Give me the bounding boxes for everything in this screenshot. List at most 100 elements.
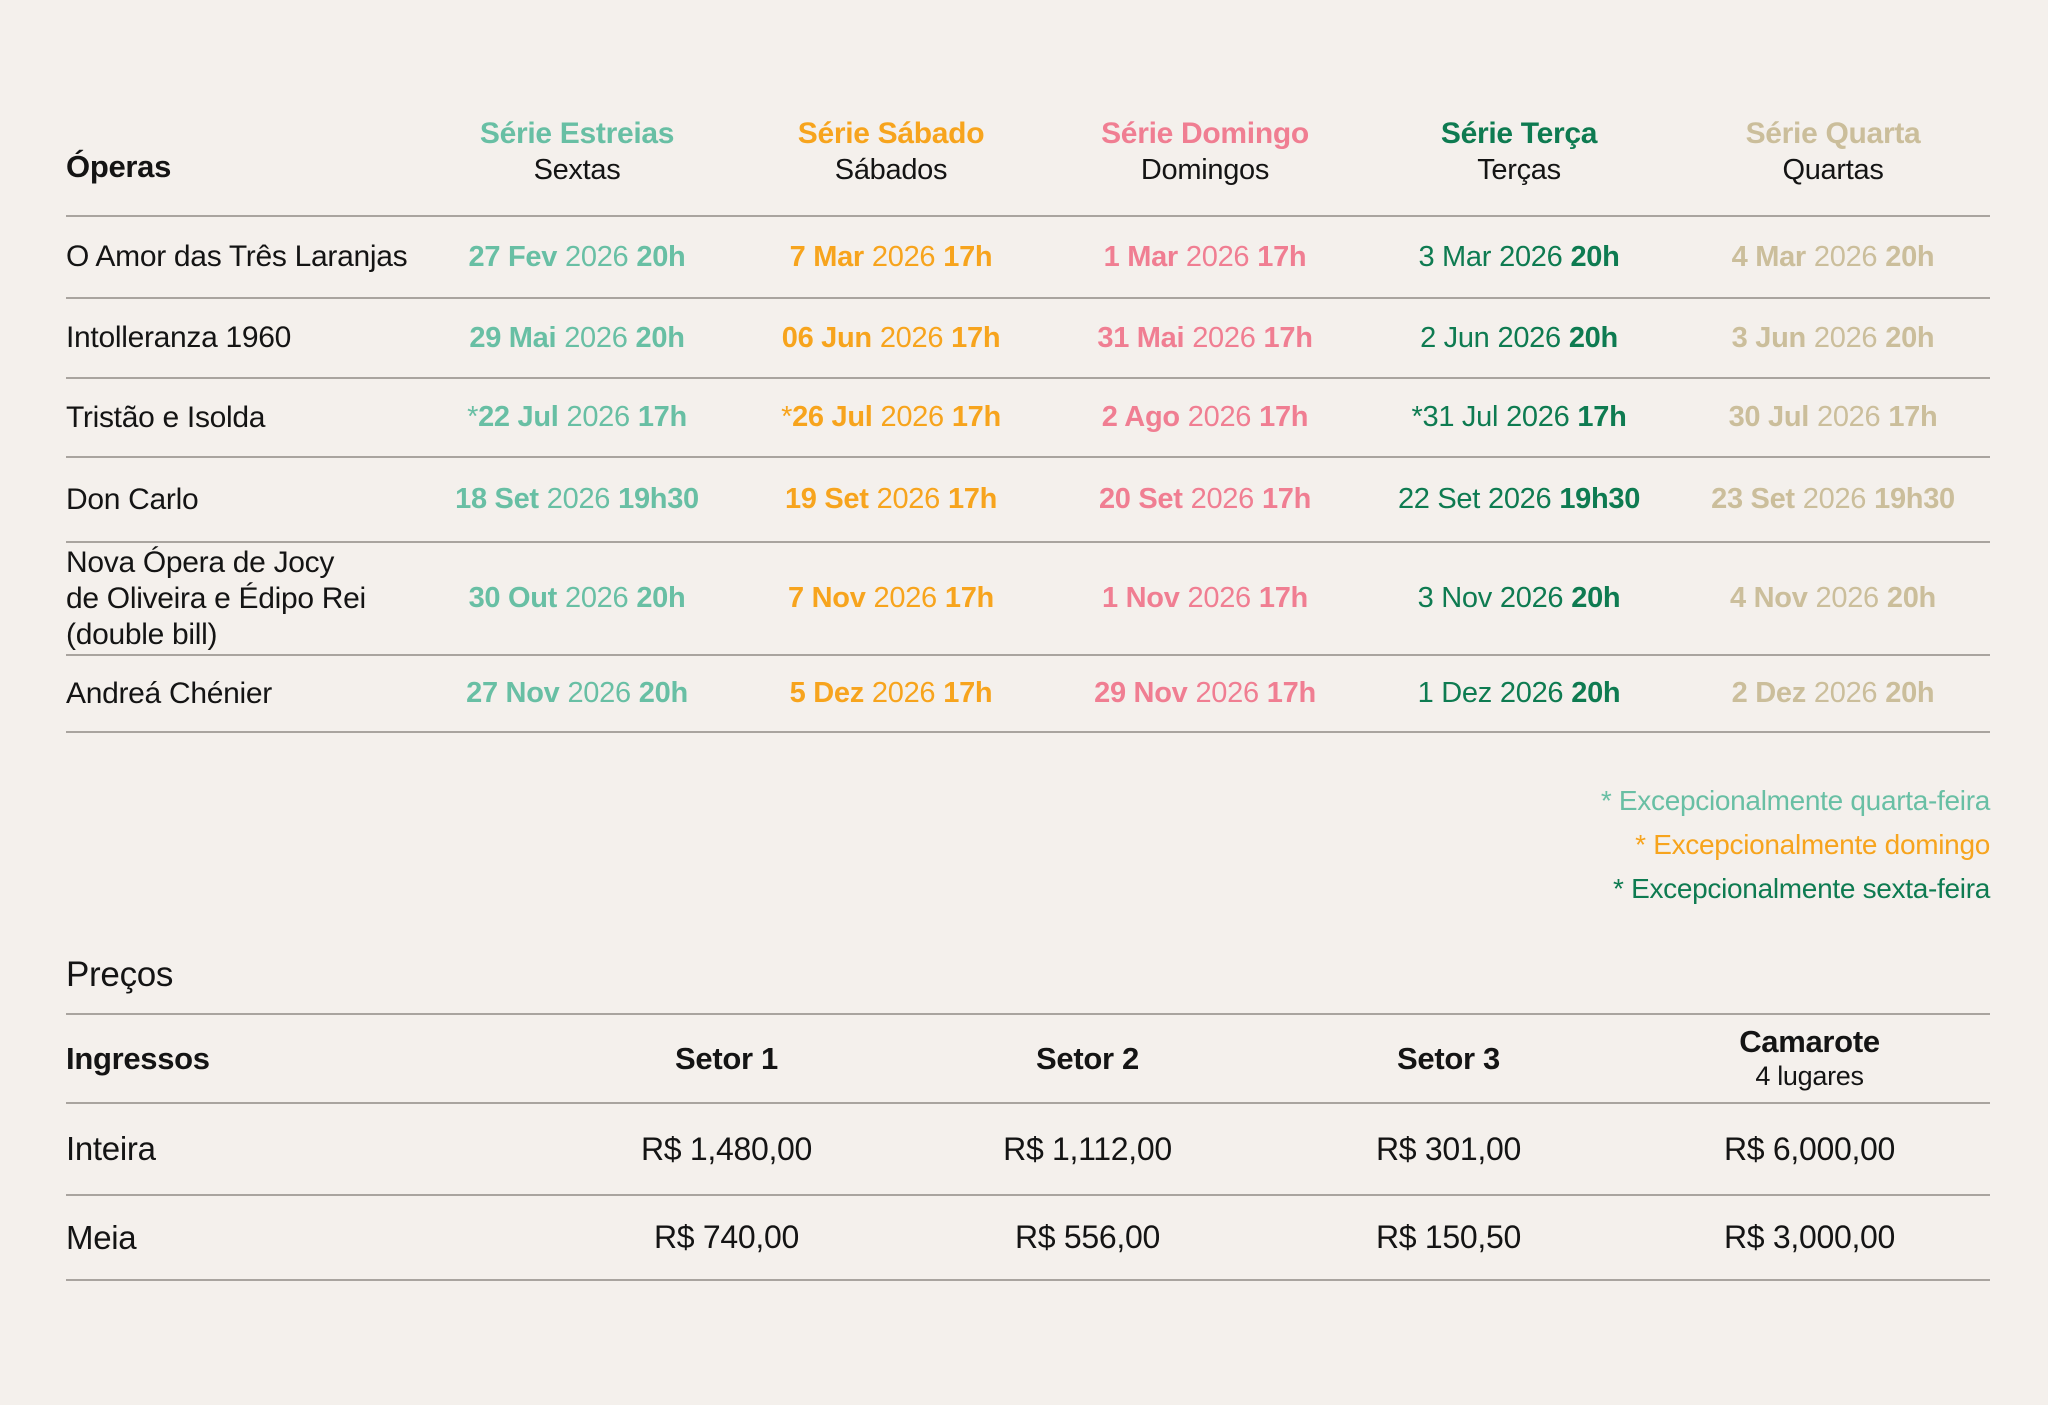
setor1-header: Setor 1 bbox=[675, 1040, 778, 1076]
date-time: 17h bbox=[943, 677, 993, 709]
ticket-type-label: Inteira bbox=[66, 1130, 156, 1167]
date-time: 20h bbox=[1885, 240, 1935, 273]
date-day-month: 27 Nov bbox=[466, 677, 560, 709]
setor2-header: Setor 2 bbox=[1036, 1040, 1139, 1076]
date-day-month: 20 Set bbox=[1098, 483, 1183, 515]
date-year: 2026 bbox=[879, 321, 944, 354]
date-cell-sabado: 19 Set 2026 17h bbox=[734, 483, 1048, 516]
date-cell-estreias: 30 Out 2026 20h bbox=[420, 582, 734, 615]
price-row-inteira: Inteira R$ 1,480,00 R$ 1,112,00 R$ 301,0… bbox=[66, 1102, 1990, 1194]
prices-table: Ingressos Setor 1 Setor 2 Setor 3 Camaro… bbox=[66, 1013, 1990, 1281]
date-year: 2026 bbox=[1506, 401, 1570, 433]
price-camarote: R$ 6,000,00 bbox=[1723, 1130, 1896, 1167]
date-time: 20h bbox=[635, 321, 685, 354]
date-time: 17h bbox=[1257, 240, 1307, 273]
date-time: 17h bbox=[1261, 483, 1312, 515]
date-day-month: 2 Dez bbox=[1731, 677, 1807, 709]
date-time: 17h bbox=[951, 321, 1001, 354]
setor3-header: Setor 3 bbox=[1397, 1040, 1500, 1076]
date-cell-quarta: 4 Nov 2026 20h bbox=[1676, 582, 1990, 615]
date-cell-domingo: 2 Ago 2026 17h bbox=[1048, 401, 1362, 434]
date-year: 2026 bbox=[1195, 677, 1259, 709]
date-day-month: 22 Set bbox=[1397, 483, 1480, 515]
ticket-type-label: Meia bbox=[66, 1218, 137, 1256]
date-time: 17h bbox=[1266, 677, 1316, 709]
date-cell-quarta: 3 Jun 2026 20h bbox=[1676, 322, 1990, 355]
price-setor1: R$ 740,00 bbox=[654, 1219, 799, 1255]
price-camarote: R$ 3,000,00 bbox=[1723, 1219, 1896, 1255]
price-setor3: R$ 150,50 bbox=[1376, 1219, 1521, 1255]
date-day-month: 7 Mar bbox=[789, 240, 865, 273]
date-cell-estreias: *22 Jul 2026 17h bbox=[420, 401, 734, 434]
date-cell-terca: *31 Jul 2026 17h bbox=[1362, 401, 1676, 434]
date-year: 2026 bbox=[1185, 240, 1250, 273]
date-year: 2026 bbox=[566, 401, 631, 433]
date-year: 2026 bbox=[873, 582, 938, 614]
date-year: 2026 bbox=[1813, 677, 1878, 709]
series-title: Série Domingo bbox=[1101, 116, 1309, 150]
date-day-month: 06 Jun bbox=[781, 321, 872, 354]
date-year: 2026 bbox=[1497, 321, 1562, 354]
date-day-month: 18 Set bbox=[455, 483, 539, 515]
date-day-month: 3 Nov bbox=[1417, 582, 1493, 614]
date-time: 20h bbox=[1885, 321, 1935, 354]
date-time: 17h bbox=[637, 401, 687, 433]
date-year: 2026 bbox=[871, 240, 936, 273]
price-setor1: R$ 1,480,00 bbox=[640, 1130, 813, 1167]
date-year: 2026 bbox=[1817, 401, 1881, 433]
series-subtitle: Terças bbox=[1477, 153, 1561, 186]
date-cell-terca: 1 Dez 2026 20h bbox=[1362, 677, 1676, 710]
footnotes: * Excepcionalmente quarta-feira * Excepc… bbox=[66, 779, 1990, 911]
date-cell-sabado: 06 Jun 2026 17h bbox=[734, 322, 1048, 355]
date-day-month: 19 Set bbox=[784, 483, 869, 515]
schedule-header-row: Óperas Série Estreias Sextas Série Sábad… bbox=[66, 88, 1990, 215]
footnote-domingo: * Excepcionalmente domingo bbox=[1635, 829, 1990, 860]
date-time: 20h bbox=[1571, 677, 1621, 709]
date-day-month: 4 Mar bbox=[1731, 240, 1807, 273]
date-cell-quarta: 2 Dez 2026 20h bbox=[1676, 677, 1990, 710]
footnote-quarta-feira: * Excepcionalmente quarta-feira bbox=[1600, 785, 1990, 816]
schedule-row-nova-opera-edipo: Nova Ópera de Jocy de Oliveira e Édipo R… bbox=[66, 541, 1990, 654]
date-day-month: 26 Jul bbox=[792, 401, 873, 433]
date-cell-sabado: 5 Dez 2026 17h bbox=[734, 677, 1048, 710]
page-content: Óperas Série Estreias Sextas Série Sábad… bbox=[66, 88, 1990, 1281]
date-year: 2026 bbox=[565, 582, 629, 614]
date-time: 17h bbox=[1577, 401, 1627, 433]
exception-asterisk: * bbox=[467, 401, 479, 433]
date-year: 2026 bbox=[1802, 483, 1867, 515]
date-year: 2026 bbox=[1187, 582, 1252, 614]
date-time: 20h bbox=[638, 677, 688, 709]
series-subtitle: Domingos bbox=[1140, 153, 1270, 186]
date-year: 2026 bbox=[546, 483, 611, 515]
date-cell-domingo: 1 Nov 2026 17h bbox=[1048, 582, 1362, 615]
date-day-month: 29 Mai bbox=[469, 321, 557, 354]
series-subtitle: Quartas bbox=[1782, 153, 1884, 186]
date-day-month: 7 Nov bbox=[788, 582, 866, 614]
date-time: 19h30 bbox=[618, 483, 699, 515]
series-title: Série Quarta bbox=[1745, 116, 1921, 150]
schedule-row-andrea-chenier: Andreá Chénier 27 Nov 2026 20h 5 Dez 2026 17… bbox=[66, 654, 1990, 733]
date-cell-domingo: 20 Set 2026 17h bbox=[1048, 483, 1362, 516]
date-time: 17h bbox=[944, 582, 994, 614]
date-year: 2026 bbox=[564, 321, 628, 354]
camarote-header: Camarote 4 lugares bbox=[1629, 1024, 1990, 1093]
date-cell-estreias: 29 Mai 2026 20h bbox=[420, 322, 734, 355]
schedule-row-amor-tres-laranjas: O Amor das Três Laranjas 27 Fev 2026 20h 7… bbox=[66, 215, 1990, 297]
schedule-row-tristao-isolda: Tristão e Isolda *22 Jul 2026 17h *26 Jul 2… bbox=[66, 377, 1990, 456]
date-cell-terca: 2 Jun 2026 20h bbox=[1362, 322, 1676, 355]
series-title: Série Sábado bbox=[797, 116, 985, 150]
date-time: 17h bbox=[1263, 321, 1313, 354]
series-header-domingo: Série Domingo Domingos bbox=[1048, 115, 1362, 189]
date-day-month: 2 Ago bbox=[1101, 401, 1180, 433]
camarote-title: Camarote bbox=[1739, 1024, 1880, 1059]
date-day-month: 29 Nov bbox=[1094, 677, 1188, 709]
date-time: 20h bbox=[636, 582, 686, 614]
ingressos-column-header: Ingressos bbox=[66, 1040, 210, 1076]
date-time: 17h bbox=[943, 240, 993, 273]
date-time: 19h30 bbox=[1559, 483, 1641, 515]
date-time: 20h bbox=[1568, 321, 1618, 354]
date-day-month: 31 Jul bbox=[1422, 401, 1499, 433]
exception-asterisk: * bbox=[781, 401, 793, 433]
series-subtitle: Sábados bbox=[834, 153, 948, 186]
